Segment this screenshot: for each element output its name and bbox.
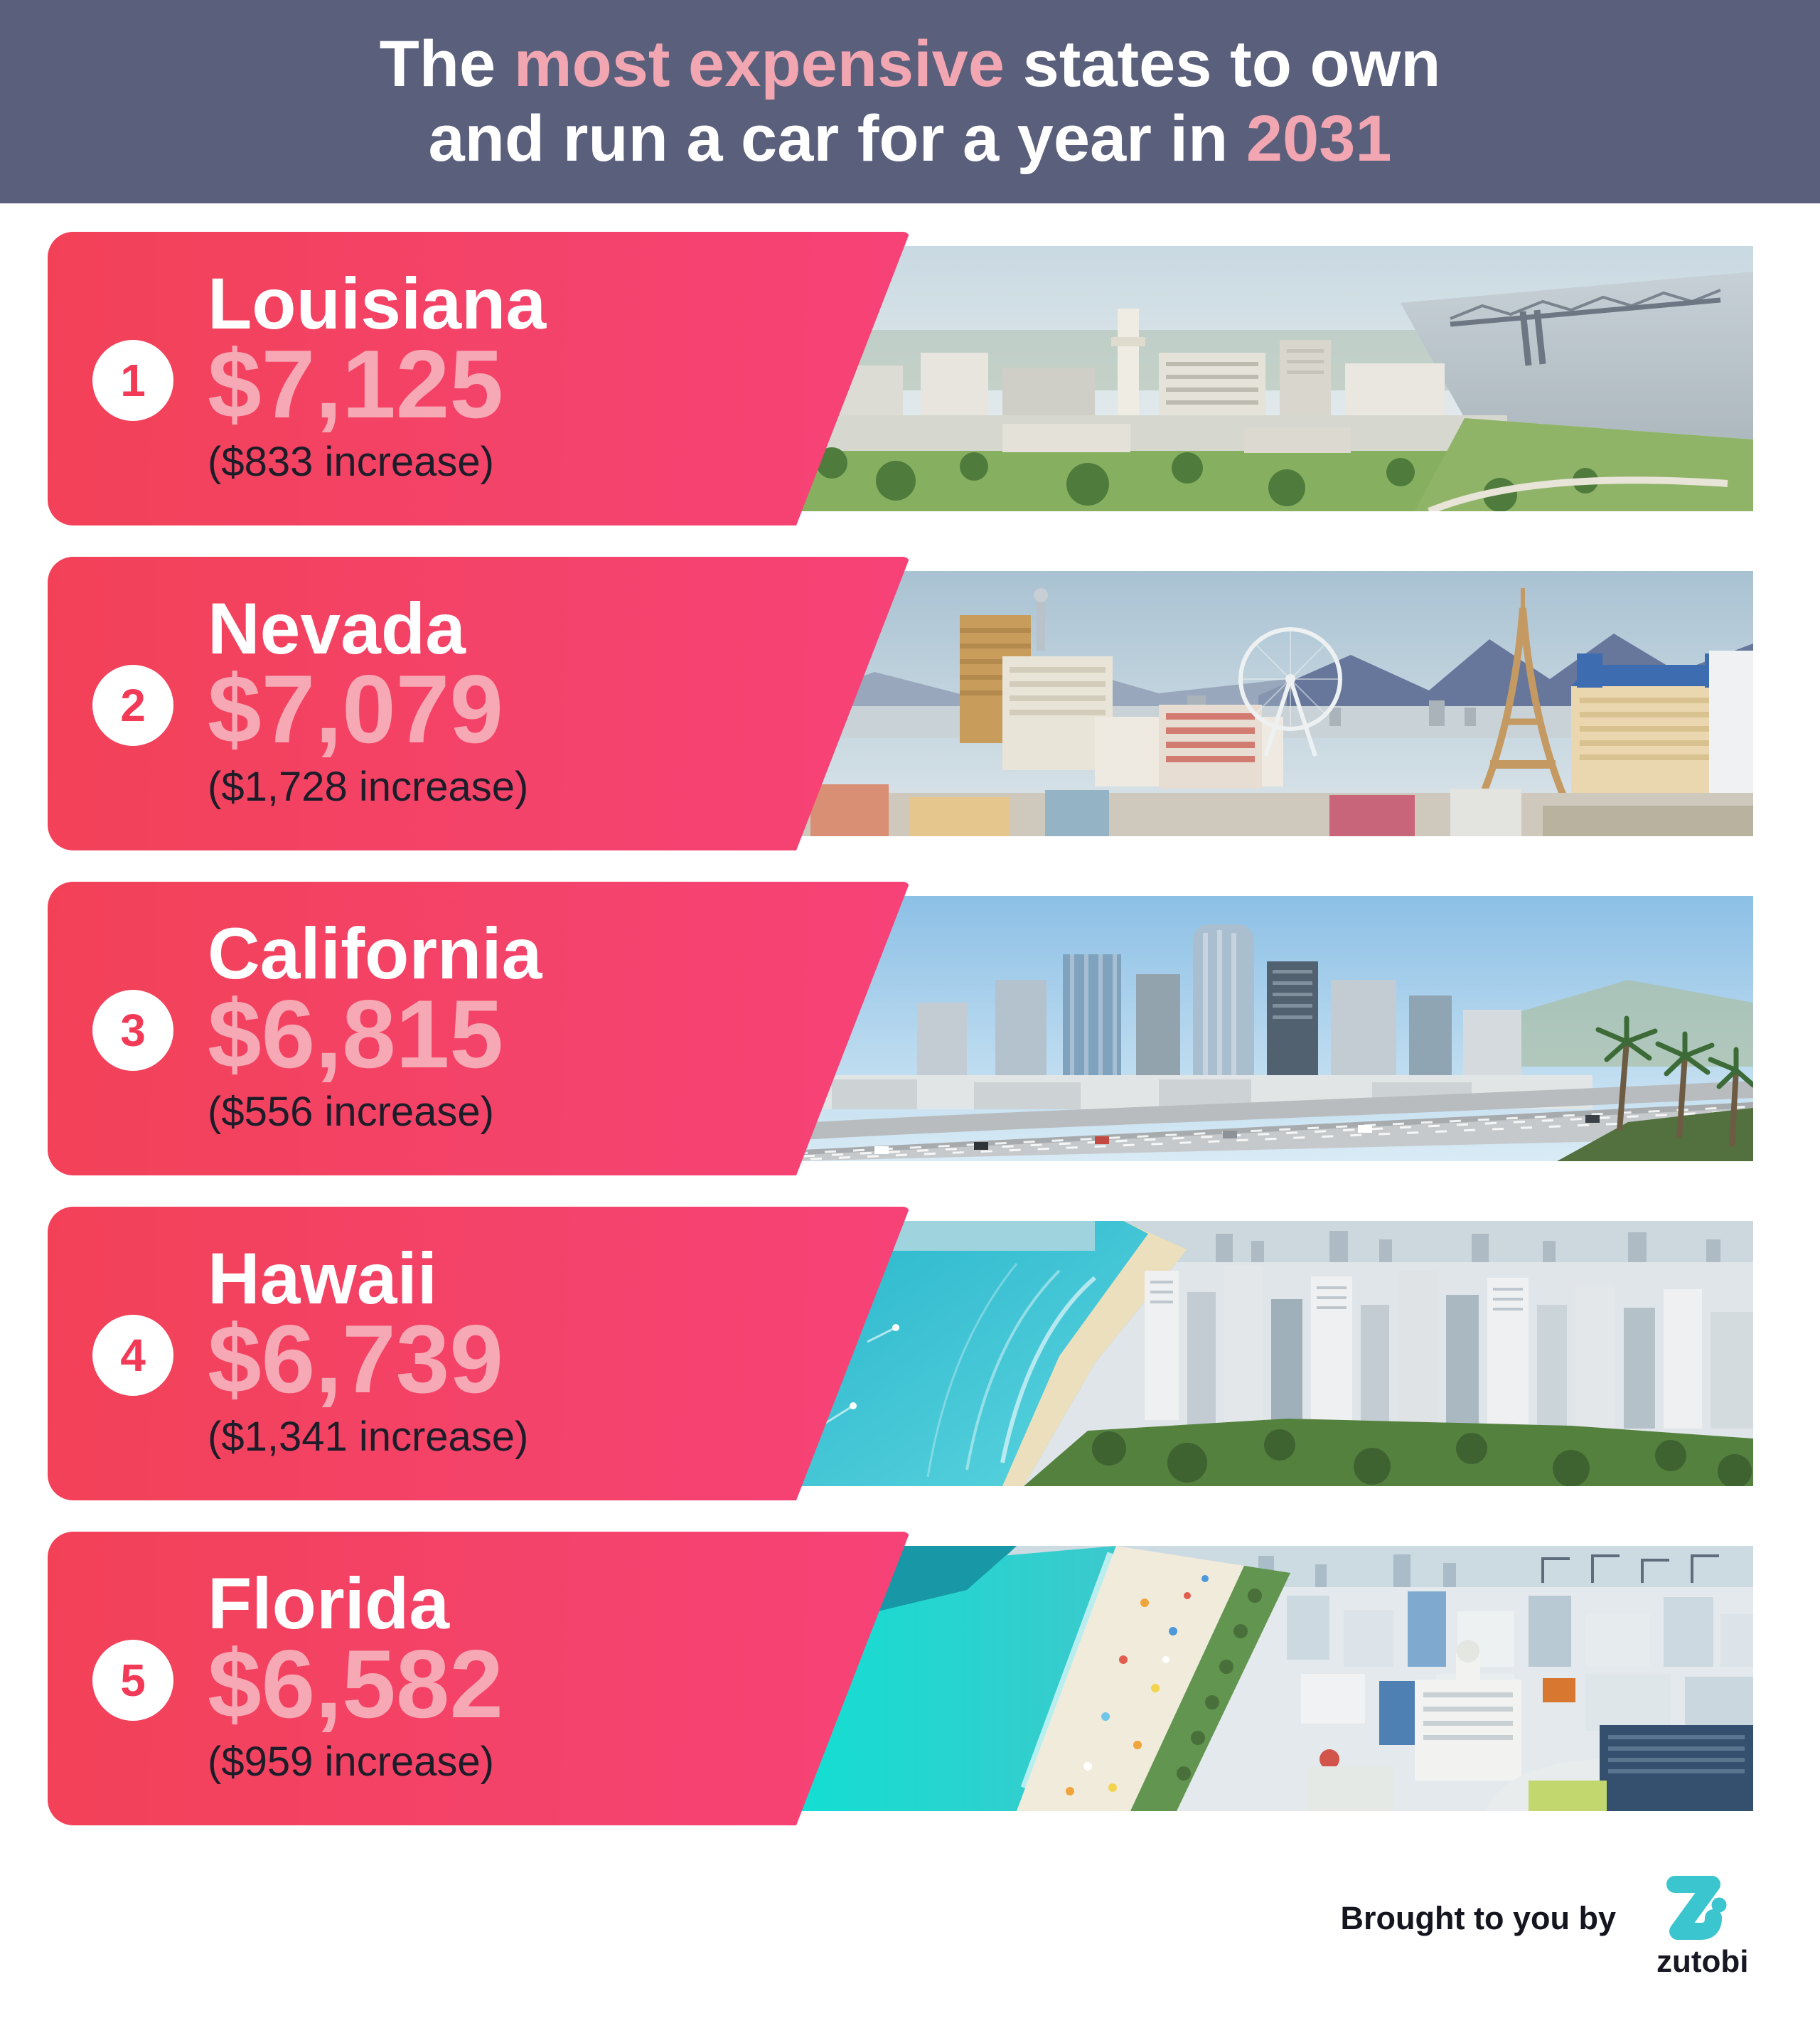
las-vegas-strip-illustration (789, 571, 1753, 836)
honolulu-waikiki-illustration (789, 1221, 1753, 1486)
nevada-photo (789, 571, 1753, 836)
rank-card (48, 882, 910, 1175)
rank-number: 2 (120, 680, 146, 731)
title-highlight: most expensive (513, 28, 1005, 101)
header-banner: The most expensive states to own and run… (0, 0, 1820, 203)
rank-row-florida: 5 Florida $6,582 ($959 increase) (0, 1532, 1820, 1825)
cost-increase: ($556 increase) (208, 1089, 494, 1135)
rank-number: 1 (120, 355, 146, 406)
attribution-text: Brought to you by (1340, 1900, 1616, 1936)
cost-increase: ($1,341 increase) (208, 1414, 529, 1460)
miami-beach-illustration (789, 1546, 1753, 1811)
rank-badge: 3 (92, 990, 173, 1071)
los-angeles-downtown-illustration (789, 896, 1753, 1161)
title-text: The (379, 28, 514, 101)
annual-cost: $6,739 (208, 1305, 503, 1413)
hawaii-photo (789, 1221, 1753, 1486)
rank-card (48, 557, 910, 850)
cost-increase: ($833 increase) (208, 439, 494, 485)
cost-increase: ($959 increase) (208, 1739, 494, 1785)
rank-number: 5 (120, 1655, 146, 1706)
rank-number: 3 (120, 1005, 146, 1056)
rank-badge: 4 (92, 1315, 173, 1396)
rank-badge: 5 (92, 1640, 173, 1721)
annual-cost: $7,125 (208, 330, 503, 438)
rank-row-nevada: 2 Nevada $7,079 ($1,728 increase) (0, 557, 1820, 850)
state-name: Louisiana (208, 263, 547, 344)
title-highlight-year: 2031 (1246, 102, 1392, 175)
louisiana-photo (789, 246, 1753, 511)
state-name: California (208, 913, 542, 994)
annual-cost: $7,079 (208, 655, 503, 763)
baton-rouge-cityscape-illustration (789, 246, 1753, 511)
cost-increase: ($1,728 increase) (208, 764, 529, 810)
rank-card (48, 1532, 910, 1825)
rank-badge: 1 (92, 340, 173, 421)
rank-row-california: 3 California $6,815 ($556 increase) (0, 882, 1820, 1175)
state-name: Florida (208, 1563, 450, 1644)
zutobi-z-icon (1666, 1876, 1727, 1940)
annual-cost: $6,815 (208, 980, 503, 1088)
state-name: Nevada (208, 588, 466, 669)
rank-row-hawaii: 4 Hawaii $6,739 ($1,341 increase) (0, 1207, 1820, 1500)
california-photo (789, 896, 1753, 1161)
page-title-line1: The most expensive states to own (380, 27, 1441, 102)
page-title-line2: and run a car for a year in 2031 (428, 102, 1391, 176)
title-text: states to own (1005, 28, 1441, 101)
rank-card (48, 1207, 910, 1500)
rank-badge: 2 (92, 665, 173, 746)
florida-photo (789, 1546, 1753, 1811)
annual-cost: $6,582 (208, 1630, 503, 1738)
zutobi-wordmark: zutobi (1656, 1944, 1749, 1979)
rank-card (48, 232, 910, 525)
title-text: and run a car for a year in (428, 102, 1246, 175)
rank-number: 4 (120, 1330, 146, 1381)
state-name: Hawaii (208, 1238, 438, 1319)
rank-row-louisiana: 1 Louisiana $7,125 ($833 increase) (0, 232, 1820, 525)
